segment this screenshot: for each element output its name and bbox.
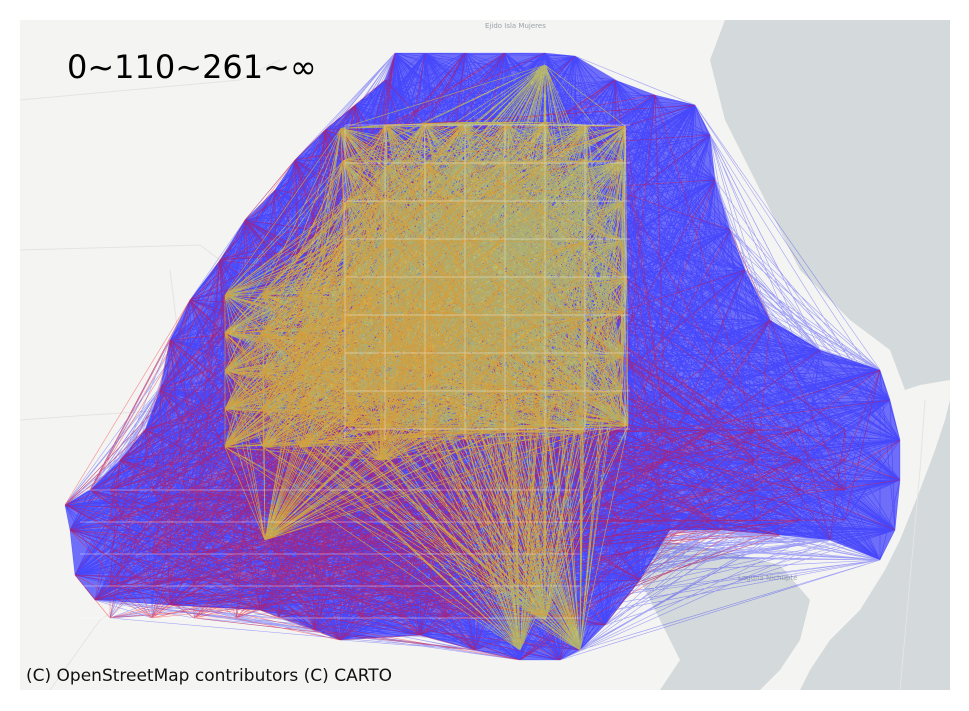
map-canvas[interactable]: Ejido Isla Mujeres Laguna Nichupté bbox=[20, 20, 950, 690]
grid-lines bbox=[80, 124, 630, 619]
network-edges-high bbox=[224, 64, 629, 651]
map-frame[interactable]: Ejido Isla Mujeres Laguna Nichupté 0~110… bbox=[20, 20, 950, 690]
sea-area bbox=[710, 20, 950, 690]
place-label-lagoon: Laguna Nichupté bbox=[738, 574, 797, 582]
place-label-north: Ejido Isla Mujeres bbox=[485, 22, 546, 30]
edge-bundle bbox=[224, 64, 629, 651]
edge-bundle bbox=[80, 124, 630, 619]
lagoon-area bbox=[640, 540, 810, 690]
map-attribution: (C) OpenStreetMap contributors (C) CARTO bbox=[26, 666, 393, 686]
legend-range-label: 0~110~261~∞ bbox=[67, 48, 317, 86]
